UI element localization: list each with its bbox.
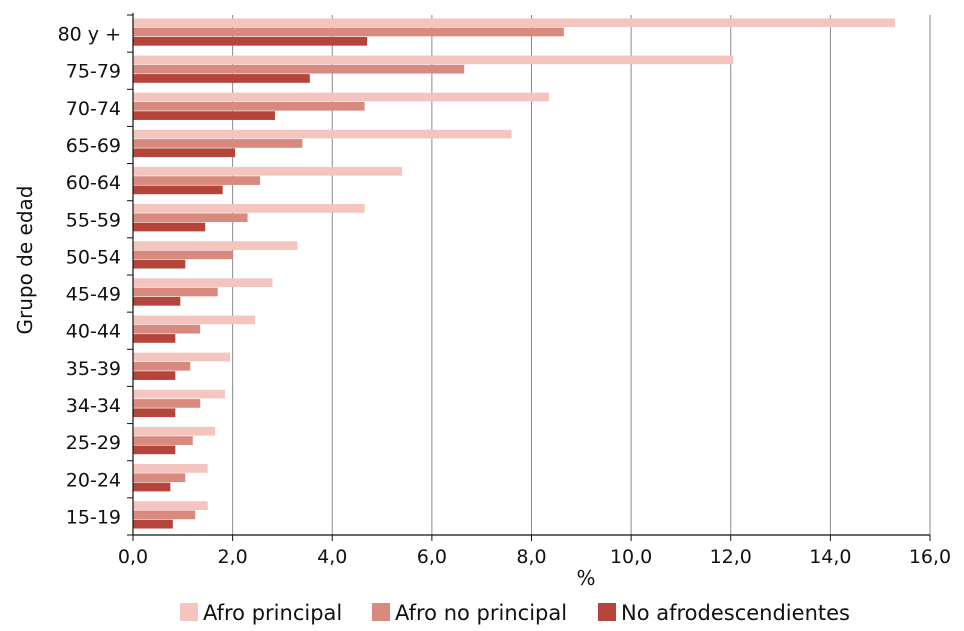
x-tick-labels: 0,0 2,0 4,0 6,0 8,0 10,0 12,0 14,0 16,0 — [118, 546, 951, 568]
y-tick-label: 75-79 — [66, 61, 121, 83]
bar — [133, 18, 896, 28]
bar — [133, 519, 173, 529]
bar — [133, 27, 564, 37]
x-tick-label: 0,0 — [118, 546, 148, 568]
bar — [133, 482, 171, 492]
bar — [133, 315, 256, 325]
bar — [133, 222, 206, 232]
x-axis-label: % — [576, 566, 595, 590]
legend-label: No afrodescendientes — [621, 601, 850, 625]
bar — [133, 101, 365, 111]
y-tick-label: 65-69 — [66, 135, 121, 157]
bar — [133, 185, 223, 195]
grid-lines — [232, 15, 931, 535]
y-tick-label: 15-19 — [66, 506, 121, 528]
y-tick-label: 40-44 — [66, 321, 121, 343]
y-tick-label: 50-54 — [66, 246, 121, 268]
bar — [133, 389, 226, 399]
bar — [133, 250, 233, 260]
y-tick-label: 80 y + — [58, 24, 121, 46]
bar — [133, 111, 275, 120]
bar — [133, 55, 734, 65]
bar — [133, 36, 368, 46]
y-tick-label: 60-64 — [66, 172, 121, 194]
x-tick-label: 6,0 — [417, 546, 447, 568]
bar — [133, 399, 201, 408]
bar — [133, 473, 186, 483]
legend-label: Afro no principal — [395, 601, 567, 625]
bar — [133, 92, 549, 102]
bar — [133, 324, 201, 334]
y-tick-label: 34-34 — [66, 395, 121, 417]
y-tick-label: 70-74 — [66, 98, 121, 120]
bar — [133, 501, 208, 510]
legend-swatch — [598, 603, 616, 621]
bar — [133, 64, 465, 74]
bar — [133, 464, 208, 473]
y-tick-label: 45-49 — [66, 284, 121, 306]
bar — [133, 408, 176, 418]
x-tick-label: 4,0 — [317, 546, 347, 568]
y-tick-labels: 80 y + 75-79 70-74 65-69 60-64 55-59 50-54 45-4… — [58, 24, 121, 529]
bar — [133, 510, 196, 520]
x-tick-label: 12,0 — [710, 546, 752, 568]
bar — [133, 259, 186, 269]
bar — [133, 371, 176, 380]
y-tick-label: 35-39 — [66, 358, 121, 380]
x-tick-label: 16,0 — [909, 546, 951, 568]
axes — [127, 13, 931, 541]
bar — [133, 139, 303, 148]
bar — [133, 296, 181, 306]
x-tick-label: 8,0 — [516, 546, 546, 568]
bar — [133, 241, 298, 250]
bar — [133, 148, 236, 158]
legend-swatch — [180, 603, 198, 621]
bar — [133, 436, 193, 445]
legend: Afro principal Afro no principal No afrode… — [180, 601, 850, 625]
bar — [133, 426, 216, 436]
bar — [133, 361, 191, 371]
bar — [133, 278, 273, 288]
y-tick-label: 55-59 — [66, 209, 121, 231]
bar — [133, 213, 248, 223]
bar — [133, 129, 512, 139]
x-tick-label: 2,0 — [218, 546, 248, 568]
bars — [133, 18, 896, 529]
bar — [133, 176, 261, 185]
bar — [133, 74, 310, 83]
bar — [133, 166, 402, 176]
legend-label: Afro principal — [203, 601, 342, 625]
bar — [133, 204, 365, 213]
bar — [133, 352, 231, 362]
legend-swatch — [372, 603, 390, 621]
bar — [133, 445, 176, 455]
bar — [133, 287, 218, 297]
x-tick-label: 14,0 — [809, 546, 851, 568]
y-tick-label: 25-29 — [66, 432, 121, 454]
y-axis-label: Grupo de edad — [13, 186, 37, 335]
x-tick-label: 10,0 — [610, 546, 652, 568]
bar — [133, 334, 176, 343]
y-tick-label: 20-24 — [66, 469, 121, 491]
